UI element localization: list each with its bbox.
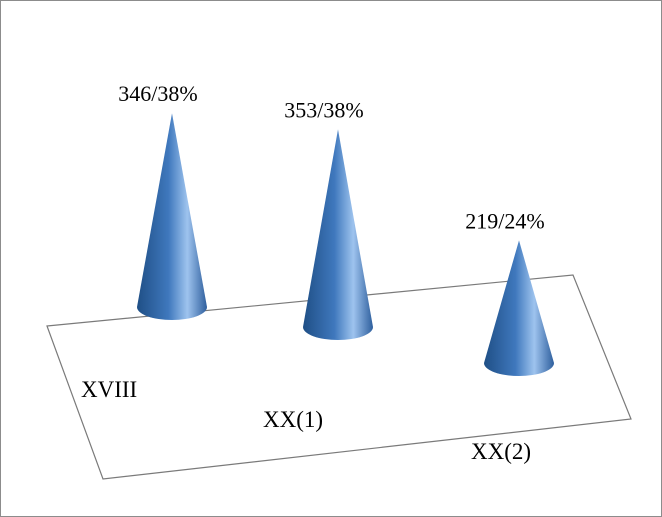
cone-3 [484, 240, 554, 376]
labels-layer: 346/38% XVIII 353/38% XX(1) 219/24% XX(2) [81, 81, 545, 464]
category-label-2: XX(1) [263, 407, 323, 432]
cone-2 [303, 129, 373, 340]
data-label-2: 353/38% [284, 97, 363, 122]
data-label-3: 219/24% [465, 208, 544, 233]
cone-1 [137, 113, 207, 321]
cones-layer [137, 113, 554, 376]
data-label-1: 346/38% [118, 81, 197, 106]
category-label-3: XX(2) [471, 439, 531, 464]
category-label-1: XVIII [81, 377, 137, 402]
chart-floor [46, 274, 632, 480]
